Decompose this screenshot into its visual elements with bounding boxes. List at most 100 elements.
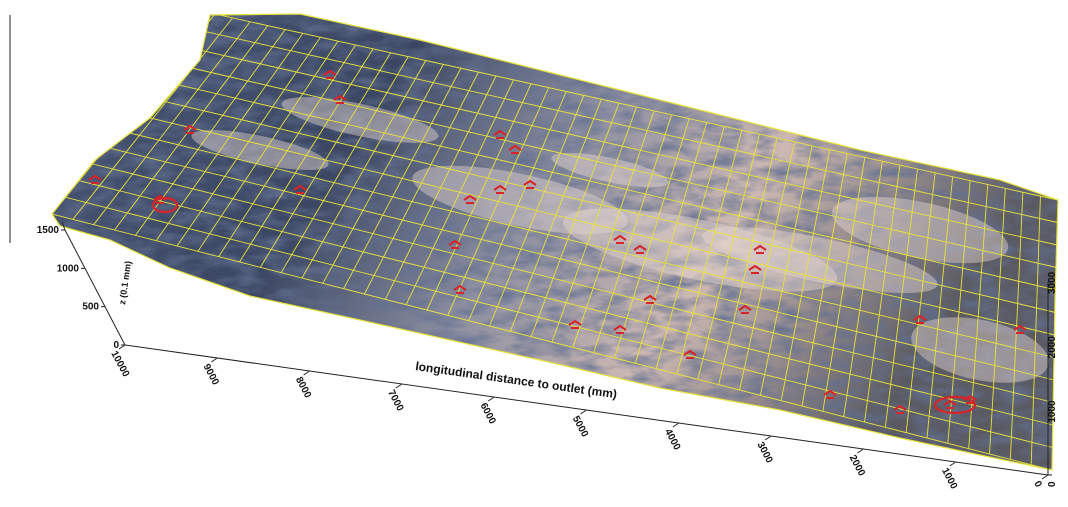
mesh-line (72, 17, 233, 220)
mesh-line (655, 126, 725, 369)
x-tick (211, 357, 218, 363)
mesh-line (134, 29, 286, 236)
y-tick-label: 3000 (1047, 271, 1058, 294)
mesh-grid (52, 14, 1058, 470)
x-tick-label: 1000 (939, 466, 959, 491)
mesh-line (801, 153, 848, 407)
mesh-line (718, 137, 778, 385)
mesh-line (1030, 196, 1041, 465)
mesh-line (301, 60, 427, 279)
mesh-line (551, 106, 637, 343)
mesh-line (489, 95, 585, 327)
x-tick-label: 8000 (293, 375, 313, 400)
red-marker (333, 94, 347, 104)
red-marker (448, 239, 462, 249)
mesh-line (614, 118, 690, 359)
mesh-line (884, 168, 918, 428)
x-tick (672, 422, 680, 428)
red-marker (753, 244, 767, 254)
mesh-line (739, 141, 796, 391)
red-marker (293, 184, 307, 194)
mesh-line (509, 99, 602, 332)
x-tick-label: 4000 (662, 427, 682, 452)
x-tick-label: 9000 (201, 362, 221, 387)
x-tick-label: 6000 (478, 401, 498, 426)
red-marker (453, 284, 467, 294)
red-marker (508, 144, 522, 154)
y-tick-label: 1000 (1047, 400, 1058, 423)
x-tick (487, 396, 495, 402)
mesh-line (947, 180, 971, 444)
mesh-line (155, 33, 304, 241)
x-tick (303, 370, 310, 376)
x-tick (1041, 474, 1049, 480)
x-tick (395, 383, 403, 389)
red-marker (88, 174, 102, 184)
mesh-line (343, 68, 462, 289)
mesh-line (864, 165, 901, 423)
mesh-line (1009, 192, 1024, 460)
mesh-line (676, 130, 743, 375)
y-tick-label: 2000 (1047, 336, 1058, 359)
mesh-line (447, 87, 550, 316)
mesh-line (259, 52, 392, 268)
red-markers (88, 69, 1027, 415)
z-tick-label: 500 (82, 302, 99, 313)
mesh-line (593, 114, 673, 353)
mesh-line (322, 64, 444, 284)
red-marker (633, 244, 647, 254)
red-marker (748, 264, 762, 274)
red-marker (913, 314, 927, 324)
mesh-line (968, 184, 989, 449)
red-marker (643, 294, 657, 304)
surface-edge (51, 13, 1059, 471)
red-marker (323, 69, 337, 79)
x-tick (764, 435, 772, 441)
mesh-line (468, 91, 567, 321)
surface-patch (281, 97, 439, 143)
x-tick (118, 344, 126, 350)
surface-patch (702, 227, 938, 293)
z-axis-title: z (0.1 mm) (117, 260, 133, 305)
x-tick-label: 5000 (570, 414, 590, 439)
z-tick-label: 1000 (57, 263, 80, 274)
mesh-line (780, 149, 831, 401)
z-axis-top (61, 221, 66, 231)
red-marker (933, 395, 977, 415)
red-marker (943, 399, 957, 409)
red-marker (493, 184, 507, 194)
red-marker (893, 404, 907, 414)
red-marker (183, 124, 197, 134)
x-tick (580, 409, 587, 415)
y-tick-label: 0 (1047, 481, 1058, 487)
mesh-line (218, 44, 356, 257)
x-tick-label: 10000 (108, 349, 131, 379)
mesh-line (93, 21, 251, 225)
mesh-line (822, 157, 866, 412)
red-marker (738, 304, 752, 314)
red-marker (613, 324, 627, 334)
z-tick-label: 1500 (37, 225, 60, 236)
mesh-line (384, 75, 497, 300)
mesh-line (843, 161, 883, 417)
surface-patch (191, 130, 329, 170)
x-tick-label: 7000 (385, 388, 405, 413)
mesh-line (572, 110, 655, 348)
red-marker (613, 234, 627, 244)
mesh-line (697, 134, 760, 380)
z-axis-line (64, 229, 126, 346)
red-marker (823, 389, 837, 399)
mesh-line (426, 83, 532, 311)
red-marker (1013, 324, 1027, 334)
mesh-line (634, 122, 708, 364)
mesh-line (197, 40, 339, 252)
z-tick-label: 0 (113, 340, 119, 351)
mesh-line (176, 36, 321, 247)
x-tick-label: 3000 (754, 440, 774, 465)
mesh-line (759, 145, 813, 396)
mesh-line (364, 71, 479, 295)
mesh-line (989, 188, 1006, 455)
x-tick-label: 2000 (847, 453, 867, 478)
